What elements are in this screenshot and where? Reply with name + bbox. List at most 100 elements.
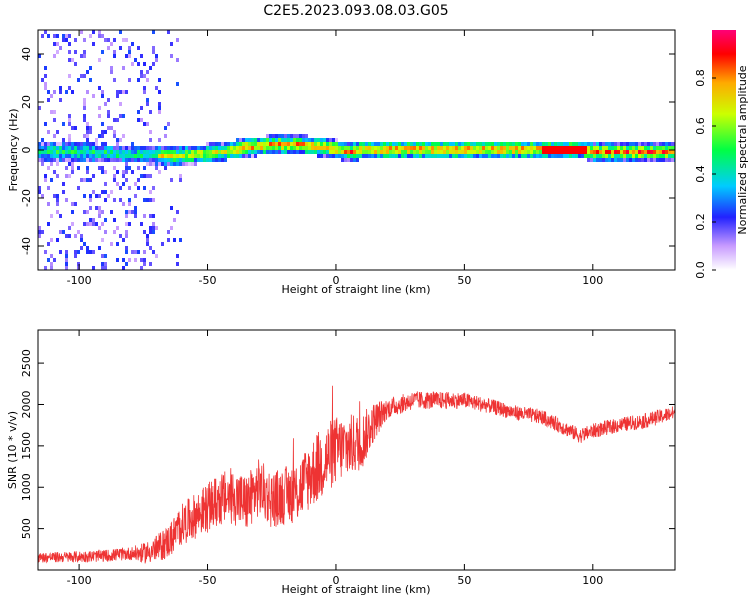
heatmap-cell <box>155 254 158 258</box>
heatmap-cell <box>62 154 65 158</box>
heatmap-cell <box>134 182 137 186</box>
heatmap-cell <box>362 142 365 146</box>
heatmap-cell <box>266 134 269 138</box>
heatmap-cell <box>140 154 143 158</box>
heatmap-cell <box>98 86 101 90</box>
heatmap-cell <box>488 146 491 150</box>
heatmap-cell <box>41 158 44 162</box>
heatmap-cell <box>170 206 173 210</box>
heatmap-cell <box>407 146 410 150</box>
heatmap-cell <box>56 50 59 54</box>
heatmap-cell <box>68 50 71 54</box>
heatmap-cell <box>143 86 146 90</box>
snr-xtick-label: 100 <box>582 574 603 587</box>
heatmap-cell <box>356 150 359 154</box>
heatmap-cell <box>449 150 452 154</box>
heatmap-cell <box>149 174 152 178</box>
heatmap-cell <box>113 78 116 82</box>
heatmap-cell <box>119 146 122 150</box>
heatmap-cell <box>260 138 263 142</box>
heatmap-cell <box>68 74 71 78</box>
heatmap-cell <box>350 150 353 154</box>
heatmap-cell <box>179 174 182 178</box>
heatmap-cell <box>443 150 446 154</box>
heatmap-cell <box>128 78 131 82</box>
heatmap-cell <box>101 222 104 226</box>
heatmap-cell <box>101 154 104 158</box>
heatmap-cell <box>566 154 569 158</box>
heatmap-cell <box>353 146 356 150</box>
heatmap-cell <box>83 50 86 54</box>
heatmap-cell <box>110 210 113 214</box>
heatmap-cell <box>509 150 512 154</box>
heatmap-cell <box>131 42 134 46</box>
heatmap-cell <box>98 30 101 34</box>
heatmap-cell <box>146 242 149 246</box>
heatmap-cell <box>443 154 446 158</box>
heatmap-cell <box>380 142 383 146</box>
heatmap-cell <box>212 158 215 162</box>
heatmap-cell <box>491 154 494 158</box>
heatmap-cell <box>446 150 449 154</box>
heatmap-cell <box>602 154 605 158</box>
heatmap-cell <box>56 162 59 166</box>
heatmap-cell <box>455 154 458 158</box>
heatmap-cell <box>125 262 128 266</box>
heatmap-cell <box>143 186 146 190</box>
heatmap-cell <box>443 142 446 146</box>
heatmap-cell <box>572 150 575 154</box>
heatmap-cell <box>575 154 578 158</box>
heatmap-cell <box>140 54 143 58</box>
heatmap-cell <box>56 198 59 202</box>
heatmap-cell <box>392 154 395 158</box>
heatmap-cell <box>56 158 59 162</box>
heatmap-cell <box>347 150 350 154</box>
heatmap-cell <box>269 142 272 146</box>
heatmap-cell <box>68 158 71 162</box>
heatmap-cell <box>131 62 134 66</box>
heatmap-cell <box>470 150 473 154</box>
heatmap-cell <box>176 162 179 166</box>
heatmap-cell <box>548 146 551 150</box>
heatmap-cell <box>62 182 65 186</box>
heatmap-cell <box>275 134 278 138</box>
heatmap-cell <box>62 150 65 154</box>
heatmap-cell <box>143 154 146 158</box>
heatmap-cell <box>494 150 497 154</box>
heatmap-cell <box>80 142 83 146</box>
heatmap-cell <box>62 230 65 234</box>
heatmap-cell <box>77 166 80 170</box>
heatmap-cell <box>593 158 596 162</box>
heatmap-cell <box>137 186 140 190</box>
heatmap-cell <box>179 178 182 182</box>
heatmap-cell <box>92 42 95 46</box>
heatmap-cell <box>671 154 674 158</box>
heatmap-cell <box>560 154 563 158</box>
heatmap-cell <box>626 142 629 146</box>
heatmap-cell <box>170 158 173 162</box>
heatmap-cell <box>38 54 41 58</box>
heatmap-cell <box>359 146 362 150</box>
snr-xtick-label: 50 <box>457 574 471 587</box>
heatmap-cell <box>155 158 158 162</box>
heatmap-cell <box>74 146 77 150</box>
heatmap-cell <box>209 158 212 162</box>
heatmap-cell <box>203 154 206 158</box>
heatmap-cell <box>53 118 56 122</box>
heatmap-cell <box>227 146 230 150</box>
heatmap-cell <box>659 146 662 150</box>
heatmap-cell <box>353 142 356 146</box>
heatmap-cell <box>101 262 104 266</box>
heatmap-cell <box>218 146 221 150</box>
heatmap-cell <box>326 154 329 158</box>
heatmap-cell <box>116 150 119 154</box>
heatmap-cell <box>302 134 305 138</box>
heatmap-cell <box>251 150 254 154</box>
heatmap-cell <box>563 150 566 154</box>
heatmap-cell <box>215 150 218 154</box>
heatmap-cell <box>236 150 239 154</box>
heatmap-cell <box>68 162 71 166</box>
heatmap-cell <box>506 146 509 150</box>
heatmap-cell <box>503 150 506 154</box>
heatmap-cell <box>98 114 101 118</box>
